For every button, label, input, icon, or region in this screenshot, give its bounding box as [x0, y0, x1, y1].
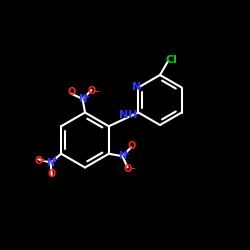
- Text: O: O: [34, 156, 43, 166]
- Text: O: O: [127, 141, 135, 151]
- Text: +: +: [82, 92, 89, 101]
- Text: +: +: [51, 155, 58, 164]
- Text: Cl: Cl: [165, 55, 177, 65]
- Text: NH: NH: [119, 110, 138, 120]
- Text: −: −: [39, 156, 46, 165]
- Text: O: O: [124, 164, 132, 174]
- Text: O: O: [48, 168, 56, 178]
- Text: N: N: [132, 82, 141, 92]
- Text: +: +: [122, 149, 129, 158]
- Text: −: −: [92, 87, 99, 96]
- Text: N: N: [118, 151, 126, 161]
- Text: −: −: [128, 164, 135, 173]
- Text: O: O: [87, 86, 96, 96]
- Text: N: N: [78, 94, 87, 104]
- Text: N: N: [46, 158, 55, 168]
- Text: O: O: [67, 87, 76, 97]
